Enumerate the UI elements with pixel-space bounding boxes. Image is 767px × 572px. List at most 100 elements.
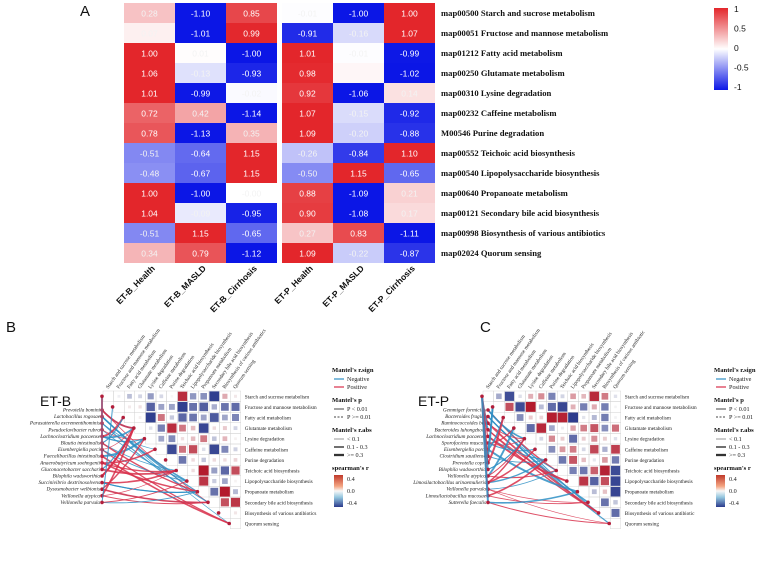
panel_c-corr-square [560,394,565,399]
heatmap_right-cell-label: 1.07 [299,108,316,118]
heatmap_left-cell [226,83,277,103]
heatmap_right-cell-label: -0.01 [298,8,318,18]
panel_b-corr-square [201,447,206,452]
panel_c-corr-square [591,404,597,410]
heatmap_left-cell-label: -0.67 [191,168,211,178]
heatmap-panel-a: 0.28 -1.10 0.85 0.07 -1.01 0.99 1.00 0.01 -1.00 1… [114,3,609,314]
panel_c-corr-square [592,458,596,462]
panel_b-corr-square [199,402,208,412]
heatmap_left-cell-label: 0.01 [192,48,209,58]
panel_b-mantel-edge [101,488,209,504]
panel_c-legend-p-title: Mantel's p [714,397,744,404]
panel_c-matrix-row-label: Propanoate metabolism [625,490,674,496]
panel_c-corr-square [581,457,586,463]
panel_b-corr-square [233,447,238,452]
panel_b-corr-square [157,414,165,421]
panel_c-corr-square [504,391,515,401]
panel_b-corr-square [170,395,174,398]
panel_b-corr-square [221,445,229,453]
panel_c-pathway-node [501,415,506,420]
panel_c-corr-square [569,455,578,464]
panel_c-legend-abs-item: >= 0.3 [729,452,745,459]
heatmap_right-cell-label: 0.98 [299,68,316,78]
panel_c-corr-square [526,424,535,433]
panel_b-corr-square [159,394,164,399]
panel_c-grid-cell [557,465,569,477]
panel_b-corr-square [168,435,176,443]
panel_c-corr-square [548,445,556,453]
panel_c-corr-square [528,393,534,399]
heatmap_left-cell [226,243,277,263]
panel_c-corr-square [601,413,609,422]
heatmap_right-cell-label: 0.17 [401,208,418,218]
panel_c-corr-square [590,445,599,454]
panel_b-corr-square [212,458,217,462]
heatmap_right-cell-label: -0.16 [349,28,369,38]
heatmap_left-cell [226,23,277,43]
heatmap_left-cell-label: -1.01 [191,28,211,38]
panel_b-legend-abs-item: < 0.1 [347,436,360,443]
panel_b-matrix-row-label: Fatty acid metabolism [245,416,291,422]
heatmap_left-cell [226,103,277,123]
panel_c-corr-square [582,415,586,420]
heatmap_right-cell [282,163,333,183]
heatmap_right-cell-label: 1.00 [401,8,418,18]
panel_c-species-label: Bacteroides fragilis [445,413,486,420]
heatmap_left-cell [175,83,226,103]
heatmap_left-cell-label: -0.95 [242,208,262,218]
panel_b-grid-cell [208,496,220,508]
heatmap_right-cell [333,223,384,243]
heatmap_left-cell [175,23,226,43]
panel_b-matrix-row-label: Quorum sensing [245,522,280,528]
panel_b-mantel-edge [101,417,124,444]
panel_c-corr-square [569,445,577,453]
heatmap_right-cell-label: -0.99 [400,48,420,58]
panel_b-species-label: Parasutterella excrementihominis [29,421,100,427]
panel_b-corr-square [190,425,196,431]
panel_b-corr-square [180,437,185,441]
heatmap_right-cell-label: -0.26 [298,148,318,158]
panel_b-corr-square [145,412,156,423]
panel_c-matrix-row-label: Lipopolysaccharide biosynthesis [625,479,693,485]
panel_c-species-label: Clostridium saudiense [439,454,486,460]
panel_b-corr-square [222,436,228,442]
heatmap_left-cell [226,143,277,163]
panel_c-species-label: Veillonella atypica [447,474,486,480]
heatmap_left-cell [175,3,226,23]
heatmap_right-cell-label: 1.15 [350,168,367,178]
panel_b-grid-cell [113,401,125,413]
pathway-label: map00540 Lipopolysaccharide biosynthesis [441,168,600,178]
panel_c-corr-square [557,402,568,412]
panel_c-legend-p-item: P >= 0.01 [729,414,753,421]
pathway-label: map01212 Fatty acid metabolism [441,48,563,58]
panel_c-mantel-edge [487,438,526,484]
colorbar: 1 0.5 0 -0.5 -1 [714,4,749,92]
panel_c-corr-square [601,403,609,411]
heatmap_right-column-label: ET-P_Cirrhosis [366,263,417,314]
panel_c-corr-square [538,404,544,410]
heatmap_left-cell-label: -0.93 [242,68,262,78]
panel_b-pathway-node [174,468,178,473]
panel_c-corr-square [528,415,533,420]
panel_c-mantel-edge [487,417,505,464]
panel_c-corr-square [581,436,586,441]
heatmap_right-cell-label: -1.02 [400,68,420,78]
panel_c-mantel-edge [487,501,610,524]
panel_b-corr-square [222,478,228,484]
heatmap_right-cell [333,183,384,203]
panel_c-corr-square [557,412,568,423]
panel_b-corr-square [232,414,239,421]
heatmap_right-cell [282,143,333,163]
panel_c-corr-square [580,424,588,432]
panel_c-corr-square [600,477,609,486]
panel_b-pathway-node [216,511,221,515]
heatmap_left-cell-label: 1.00 [141,188,158,198]
panel_c-corr-square [525,401,536,412]
panel_c-pathway-node [575,489,580,494]
network-panel-c: Starch and sucrose metabolism Fructose an… [412,328,756,530]
heatmap_left-cell-label: -1.00 [191,188,211,198]
panel_c-species-label: Veillonella parvula [446,487,486,493]
panel_b-pathway-node [227,521,231,526]
panel_b-grid-cell [219,507,231,519]
panel_b-corr-square [200,393,207,400]
